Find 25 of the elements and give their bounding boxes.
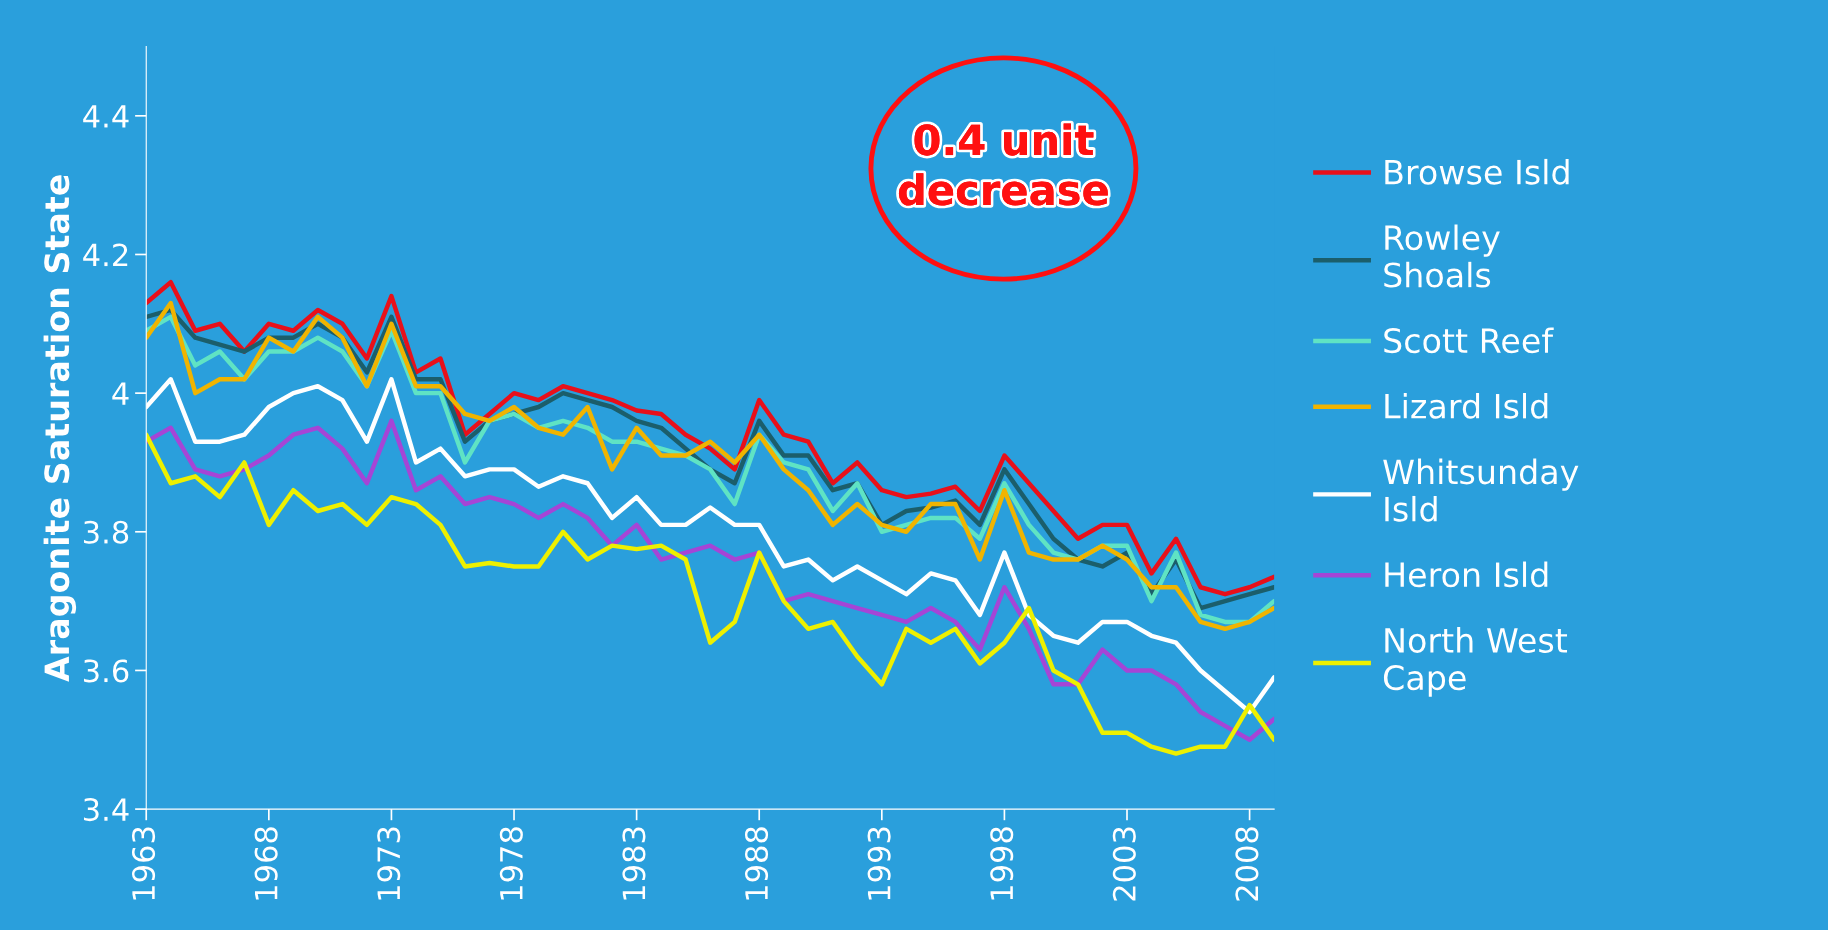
legend-label: Scott Reef [1384,327,1554,354]
annotation: 0.4 unit decrease [898,123,1108,206]
legend-label: North West Cape [1383,627,1568,697]
x-tick-label: 1983 [622,827,646,900]
x-tick-label: 2008 [1235,827,1259,901]
y-tick-label: 3.6 [84,659,129,683]
y-axis-title: Aragonite Saturation State [43,175,77,682]
x-tick-label: 2003 [1112,827,1136,901]
y-tick-label: 3.8 [84,520,129,544]
x-tick-label: 1963 [131,827,156,900]
legend-label: Whitsunday Isld [1383,458,1579,522]
x-tick-label: 1988 [744,827,769,900]
x-tick-label: 1978 [499,827,523,900]
legend-label: Browse Isld [1385,158,1569,185]
y-tick-label: 4 [112,382,129,405]
x-tick-label: 1973 [377,827,401,900]
y-tick-label: 3.4 [84,798,129,822]
y-tick-label: 4.2 [83,243,128,267]
x-tick-label: 1968 [254,827,278,900]
legend-label: Rowley Shoals [1384,224,1500,288]
x-tick-label: 1993 [867,827,891,900]
y-tick-label: 4.4 [83,105,129,128]
legend-label: Heron Isld [1385,561,1548,588]
x-tick-label: 1998 [990,827,1014,900]
legend-label: Lizard Isld [1385,393,1548,419]
